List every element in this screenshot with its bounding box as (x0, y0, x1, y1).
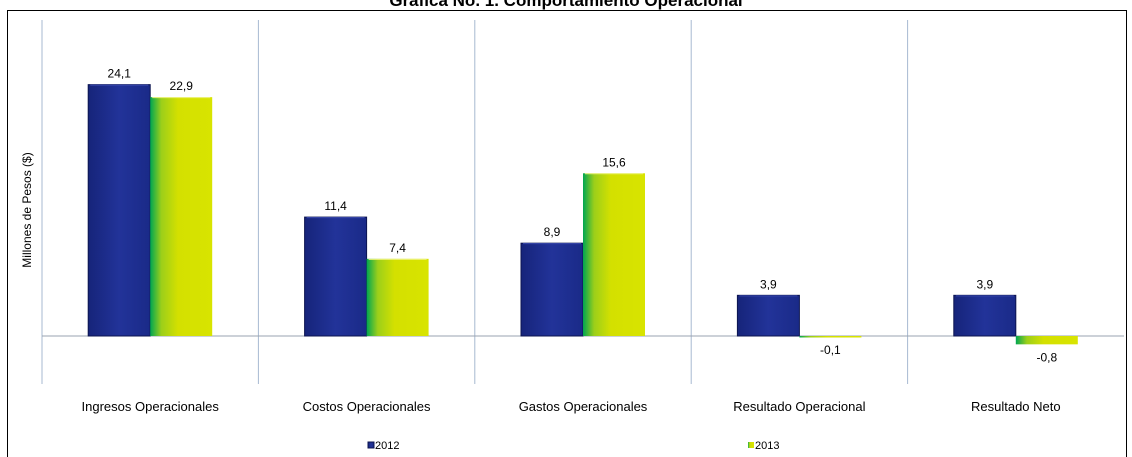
bar-2012-2 (304, 216, 368, 337)
data-label: 3,9 (760, 277, 777, 291)
data-label: 24,1 (108, 67, 132, 81)
chart-title: Gráfica No. 1. Comportamiento Operaciona… (389, 0, 743, 10)
data-label: 7,4 (389, 241, 406, 255)
data-label: 11,4 (324, 199, 347, 213)
bar-2012-3 (520, 242, 584, 337)
legend-swatch-2012 (367, 441, 375, 449)
bar-2012-1 (87, 84, 151, 337)
chart-frame (7, 10, 1127, 457)
data-label: 3,9 (976, 277, 993, 291)
data-label: 15,6 (602, 155, 626, 169)
bar-2012-4 (736, 294, 800, 337)
legend-swatch-2013 (748, 442, 754, 448)
category-label: Costos Operacionales (303, 399, 431, 414)
bar-2013-3 (583, 173, 645, 336)
bar-2012-5 (953, 294, 1017, 337)
bar-2013-2 (366, 258, 429, 336)
data-label: 22,9 (170, 79, 194, 93)
bar-2013-1 (150, 97, 213, 336)
bar-2013-5 (1015, 336, 1078, 345)
category-label: Ingresos Operacionales (82, 399, 220, 414)
data-label: 8,9 (544, 225, 561, 239)
y-axis-title: Millones de Pesos ($) (20, 152, 34, 267)
category-label: Resultado Neto (971, 399, 1061, 414)
data-label: -0,1 (820, 343, 841, 357)
legend-label-2013: 2013 (755, 440, 779, 452)
category-label: Gastos Operacionales (519, 399, 648, 414)
bar-2013-4 (799, 336, 862, 338)
category-label: Resultado Operacional (733, 399, 865, 414)
legend-label-2012: 2012 (375, 440, 399, 452)
data-label: -0,8 (1036, 350, 1057, 364)
